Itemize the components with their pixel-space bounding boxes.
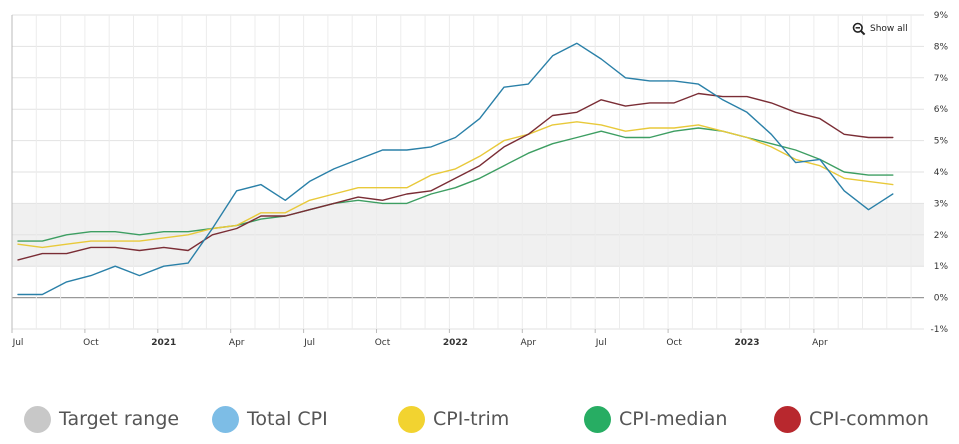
y-tick-label: 0% bbox=[934, 294, 949, 304]
x-tick-label: Apr bbox=[521, 338, 537, 348]
x-tick-label: Jul bbox=[303, 338, 315, 348]
x-tick-label: Oct bbox=[83, 338, 99, 348]
y-tick-label: 4% bbox=[934, 168, 949, 178]
x-tick-label: Oct bbox=[666, 338, 682, 348]
x-tick-label: Apr bbox=[812, 338, 828, 348]
y-tick-label: 7% bbox=[934, 74, 949, 84]
x-tick-label: Apr bbox=[229, 338, 245, 348]
marks-layer bbox=[17, 42, 894, 296]
legend-item-total-cpi[interactable]: Total CPI bbox=[212, 404, 328, 434]
x-tick-label: Jul bbox=[595, 338, 607, 348]
x-tick-label: Jul bbox=[12, 338, 24, 348]
y-tick-label: 8% bbox=[934, 42, 949, 52]
series-line-cpi-common[interactable] bbox=[17, 92, 894, 261]
legend-item-target-range[interactable]: Target range bbox=[24, 404, 179, 434]
x-tick-label: 2022 bbox=[443, 338, 468, 348]
x-tick-label: 2023 bbox=[734, 338, 759, 348]
series-line-total-cpi[interactable] bbox=[17, 42, 894, 296]
y-tick-label: 1% bbox=[934, 262, 949, 272]
cpi-line-chart: 9% 8% 7% 6% 5% 4% 3% 2% 1% 0% -1% Jul Oct 2021 Apr Jul O… bbox=[11, 11, 949, 348]
y-tick-label: -1% bbox=[930, 325, 948, 335]
legend-item-cpi-common[interactable]: CPI-common bbox=[774, 404, 929, 434]
legend-swatch bbox=[398, 405, 425, 433]
y-tick-label: 2% bbox=[934, 231, 949, 241]
y-tick-label: 5% bbox=[934, 137, 949, 147]
chart-legend: Target range Total CPI CPI-trim CPI-median C… bbox=[0, 398, 959, 444]
legend-item-cpi-median[interactable]: CPI-median bbox=[584, 404, 727, 434]
y-tick-label: 6% bbox=[934, 105, 949, 115]
show-all-label: Show all bbox=[870, 24, 908, 34]
legend-label: CPI-trim bbox=[433, 408, 510, 430]
legend-label: Total CPI bbox=[247, 408, 328, 430]
series-line-cpi-trim[interactable] bbox=[17, 121, 894, 249]
y-tick-label: 9% bbox=[934, 11, 949, 21]
x-tick-label: 2021 bbox=[151, 338, 176, 348]
axis-layer: 9% 8% 7% 6% 5% 4% 3% 2% 1% 0% -1% Jul Oct 2021 Apr Jul O… bbox=[11, 11, 949, 348]
zoom-out-icon bbox=[852, 22, 866, 36]
y-tick-label: 3% bbox=[934, 199, 949, 209]
legend-swatch bbox=[774, 405, 801, 433]
legend-swatch bbox=[24, 405, 51, 433]
legend-swatch bbox=[584, 405, 611, 433]
legend-item-cpi-trim[interactable]: CPI-trim bbox=[398, 404, 509, 434]
legend-swatch bbox=[212, 405, 239, 433]
legend-label: CPI-common bbox=[809, 408, 929, 430]
legend-label: CPI-median bbox=[619, 408, 728, 430]
legend-label: Target range bbox=[59, 408, 180, 430]
show-all-button[interactable]: Show all bbox=[852, 20, 908, 38]
x-tick-label: Oct bbox=[375, 338, 391, 348]
